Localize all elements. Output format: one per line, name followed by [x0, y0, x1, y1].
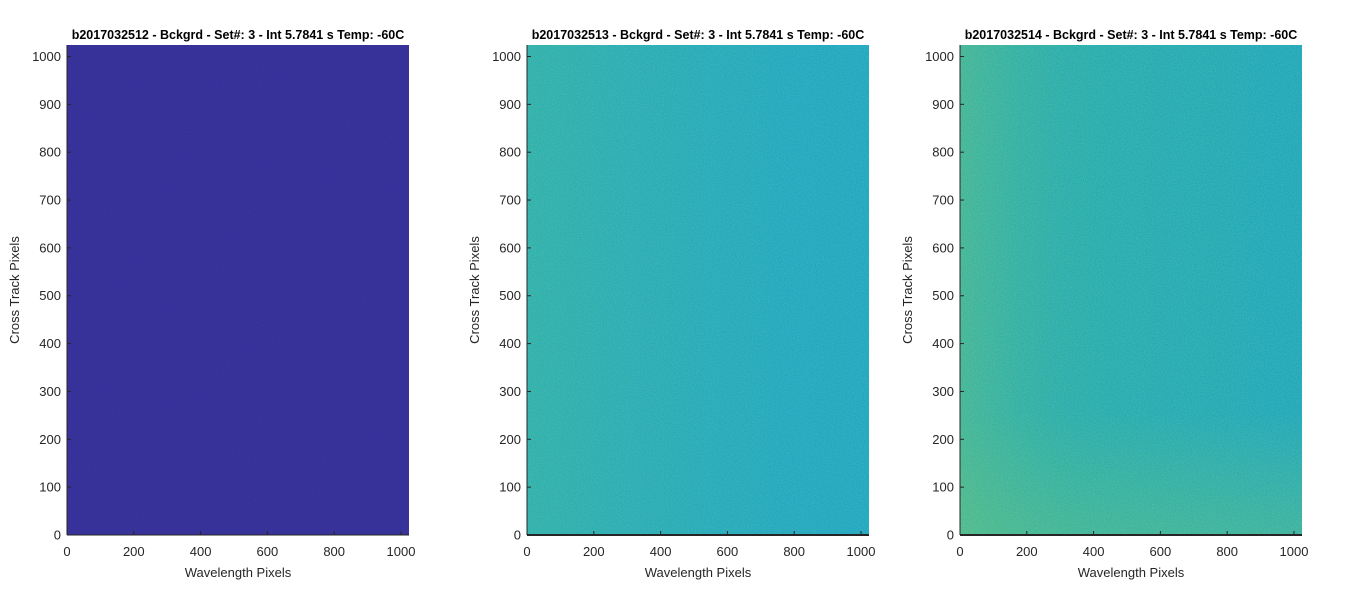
- x-tick-label: 400: [190, 544, 212, 559]
- heatmap-noise: [527, 45, 869, 535]
- y-tick-label: 200: [932, 432, 954, 447]
- x-tick-label: 200: [583, 544, 605, 559]
- y-tick-label: 500: [39, 288, 61, 303]
- y-axis-label: Cross Track Pixels: [900, 236, 915, 344]
- y-tick-label: 600: [499, 240, 521, 255]
- x-tick-label: 600: [717, 544, 739, 559]
- chart-panel-1: b2017032512 - Bckgrd - Set#: 3 - Int 5.7…: [7, 28, 415, 580]
- y-tick-label: 800: [932, 145, 954, 160]
- y-tick-label: 900: [39, 97, 61, 112]
- x-tick-label: 400: [1083, 544, 1105, 559]
- x-tick-label: 800: [1216, 544, 1238, 559]
- y-tick-label: 400: [932, 336, 954, 351]
- x-tick-label: 800: [323, 544, 345, 559]
- y-tick-label: 400: [39, 336, 61, 351]
- y-axis-label: Cross Track Pixels: [7, 236, 22, 344]
- x-tick-label: 1000: [387, 544, 416, 559]
- y-tick-label: 100: [499, 480, 521, 495]
- x-axis-label: Wavelength Pixels: [1078, 565, 1185, 580]
- y-tick-label: 700: [932, 193, 954, 208]
- chart-panel-3: b2017032514 - Bckgrd - Set#: 3 - Int 5.7…: [900, 28, 1308, 580]
- x-ticks: 0 200 400 600 800 1000: [956, 531, 1308, 559]
- y-tick-label: 900: [499, 97, 521, 112]
- y-tick-label: 0: [514, 528, 521, 543]
- y-tick-label: 400: [499, 336, 521, 351]
- y-tick-label: 500: [932, 288, 954, 303]
- x-tick-label: 200: [1016, 544, 1038, 559]
- x-tick-label: 800: [783, 544, 805, 559]
- y-tick-label: 600: [932, 240, 954, 255]
- x-ticks: 0 200 400 600 800 1000: [63, 531, 415, 559]
- y-tick-label: 700: [499, 193, 521, 208]
- x-tick-label: 0: [63, 544, 70, 559]
- chart-panel-2: b2017032513 - Bckgrd - Set#: 3 - Int 5.7…: [467, 28, 875, 580]
- y-tick-label: 300: [499, 384, 521, 399]
- x-ticks: 0 200 400 600 800 1000: [523, 531, 875, 559]
- x-tick-label: 200: [123, 544, 145, 559]
- y-tick-label: 500: [499, 288, 521, 303]
- y-tick-label: 300: [932, 384, 954, 399]
- chart-title: b2017032512 - Bckgrd - Set#: 3 - Int 5.7…: [72, 28, 405, 42]
- y-tick-label: 1000: [32, 49, 61, 64]
- y-tick-label: 700: [39, 193, 61, 208]
- y-tick-label: 1000: [492, 49, 521, 64]
- y-tick-label: 100: [39, 480, 61, 495]
- chart-title: b2017032514 - Bckgrd - Set#: 3 - Int 5.7…: [965, 28, 1298, 42]
- heatmap-noise: [960, 45, 1302, 535]
- x-tick-label: 600: [257, 544, 279, 559]
- y-tick-label: 800: [499, 145, 521, 160]
- x-tick-label: 1000: [1280, 544, 1309, 559]
- y-tick-label: 200: [39, 432, 61, 447]
- y-ticks: 0 100 200 300 400 500 600 700 800 900 1000: [492, 49, 531, 543]
- x-tick-label: 1000: [847, 544, 876, 559]
- y-axis-label: Cross Track Pixels: [467, 236, 482, 344]
- y-tick-label: 800: [39, 145, 61, 160]
- y-ticks: 0 100 200 300 400 500 600 700 800 900 1000: [32, 49, 71, 543]
- y-tick-label: 200: [499, 432, 521, 447]
- y-tick-label: 900: [932, 97, 954, 112]
- y-tick-label: 1000: [925, 49, 954, 64]
- y-ticks: 0 100 200 300 400 500 600 700 800 900 1000: [925, 49, 964, 543]
- y-tick-label: 100: [932, 480, 954, 495]
- y-tick-label: 600: [39, 240, 61, 255]
- heatmap-noise: [67, 45, 409, 535]
- chart-title: b2017032513 - Bckgrd - Set#: 3 - Int 5.7…: [532, 28, 865, 42]
- y-tick-label: 0: [947, 528, 954, 543]
- x-axis-label: Wavelength Pixels: [185, 565, 292, 580]
- x-tick-label: 400: [650, 544, 672, 559]
- y-tick-label: 0: [54, 528, 61, 543]
- x-axis-label: Wavelength Pixels: [645, 565, 752, 580]
- y-tick-label: 300: [39, 384, 61, 399]
- x-tick-label: 600: [1150, 544, 1172, 559]
- x-tick-label: 0: [523, 544, 530, 559]
- x-tick-label: 0: [956, 544, 963, 559]
